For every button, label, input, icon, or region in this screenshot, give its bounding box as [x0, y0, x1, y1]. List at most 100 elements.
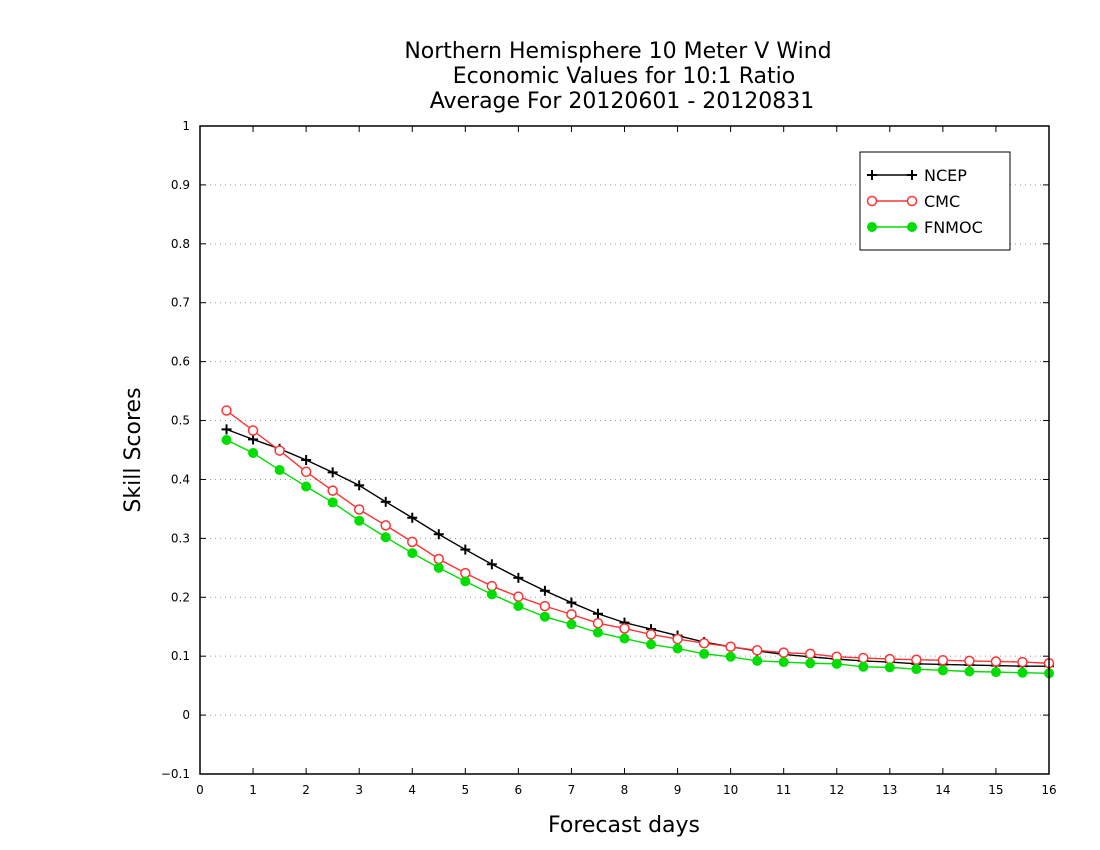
y-axis-label: Skill Scores — [121, 387, 146, 512]
series-ncep — [221, 424, 1054, 672]
data-point-cmc — [486, 580, 498, 592]
data-point-fnmoc — [699, 648, 710, 659]
data-point-ncep — [221, 424, 232, 435]
data-point-ncep — [539, 585, 550, 596]
data-point-cmc — [645, 629, 657, 640]
data-point-cmc — [566, 609, 577, 620]
data-point-cmc — [353, 504, 365, 515]
x-tick-label: 4 — [408, 783, 416, 797]
data-point-cmc — [513, 591, 524, 602]
data-point-fnmoc — [327, 497, 338, 508]
x-tick-label: 0 — [196, 783, 204, 797]
x-tick-label: 14 — [935, 783, 950, 797]
data-point-fnmoc — [354, 515, 365, 526]
data-point-cmc — [778, 647, 789, 658]
x-tick-label: 1 — [249, 783, 257, 797]
x-tick-label: 12 — [829, 783, 844, 797]
data-point-fnmoc — [646, 639, 657, 650]
x-tick-label: 11 — [776, 783, 791, 797]
data-point-cmc — [619, 623, 630, 634]
data-point-cmc — [725, 641, 736, 653]
data-point-fnmoc — [274, 465, 285, 476]
chart-title: Northern Hemisphere 10 Meter V Wind Econ… — [404, 39, 831, 114]
legend-label-cmc: CMC — [924, 192, 960, 211]
data-point-fnmoc — [911, 664, 922, 675]
legend-marker-start-fnmoc — [867, 222, 877, 232]
data-point-cmc — [698, 637, 710, 649]
y-tick-label: 0.6 — [171, 355, 190, 369]
series-line-fnmoc — [226, 439, 1050, 674]
y-tick-label: −0.1 — [161, 767, 190, 781]
data-point-fnmoc — [725, 651, 736, 662]
y-tick-label: 0.5 — [171, 414, 190, 428]
x-tick-label: 8 — [621, 783, 629, 797]
y-tick-label: 0.1 — [171, 649, 190, 663]
data-point-cmc — [380, 520, 391, 531]
data-point-fnmoc — [990, 667, 1001, 678]
legend-item-fnmoc: FNMOC — [867, 218, 983, 237]
y-tick-label: 0.2 — [171, 590, 190, 604]
axis-ticks: −0.100.10.20.30.40.50.60.70.80.910 1 2 3 4 5 6… — [161, 119, 1057, 797]
legend-marker-start-ncep — [867, 170, 877, 180]
x-tick-label: 6 — [515, 783, 523, 797]
legend-marker-start-cmc — [866, 195, 878, 207]
data-point-ncep — [248, 434, 259, 445]
data-point-fnmoc — [248, 447, 259, 458]
data-point-ncep — [327, 467, 338, 478]
data-point-cmc — [592, 617, 604, 629]
series-cmc — [221, 405, 1055, 669]
x-tick-label: 16 — [1041, 783, 1056, 797]
x-tick-label: 5 — [461, 783, 469, 797]
legend-box — [859, 151, 1011, 251]
data-point-fnmoc — [672, 643, 683, 654]
data-point-cmc — [672, 633, 683, 645]
data-point-ncep — [513, 572, 524, 583]
data-point-fnmoc — [539, 611, 550, 622]
series-layer — [221, 405, 1055, 679]
legend: NCEP CMC FNMOC — [859, 151, 1011, 251]
data-point-cmc — [937, 655, 949, 666]
data-point-fnmoc — [380, 532, 391, 543]
data-point-cmc — [460, 567, 471, 579]
data-point-cmc — [300, 466, 312, 478]
data-point-cmc — [433, 553, 445, 565]
x-tick-label: 15 — [988, 783, 1003, 797]
data-point-fnmoc — [566, 619, 577, 630]
data-point-cmc — [1017, 656, 1028, 668]
series-line-ncep — [226, 428, 1049, 667]
title-line-3: Average For 20120601 - 20120831 — [430, 89, 815, 114]
x-tick-label: 7 — [568, 783, 576, 797]
y-tick-label: 0.9 — [171, 178, 190, 192]
data-point-fnmoc — [1017, 667, 1028, 678]
x-axis-label: Forecast days — [548, 813, 700, 838]
legend-marker-end-cmc — [906, 195, 918, 207]
data-point-fnmoc — [301, 481, 312, 492]
data-point-ncep — [486, 559, 497, 570]
y-tick-label: 1 — [182, 119, 190, 133]
data-point-fnmoc — [221, 434, 232, 445]
data-point-cmc — [247, 425, 259, 436]
data-point-cmc — [327, 485, 338, 496]
data-point-fnmoc — [592, 627, 603, 638]
legend-label-fnmoc: FNMOC — [924, 218, 983, 237]
data-point-cmc — [539, 600, 551, 612]
y-tick-label: 0.4 — [171, 472, 190, 486]
data-point-fnmoc — [486, 589, 497, 600]
y-tick-label: 0.7 — [171, 296, 190, 310]
data-point-ncep — [433, 529, 444, 540]
legend-item-ncep: NCEP — [867, 166, 967, 185]
data-point-cmc — [274, 445, 285, 456]
data-point-ncep — [380, 496, 391, 507]
data-point-fnmoc — [937, 665, 948, 676]
data-point-ncep — [592, 608, 603, 619]
data-point-fnmoc — [884, 662, 895, 673]
x-tick-label: 10 — [723, 783, 738, 797]
y-tick-label: 0.3 — [171, 531, 190, 545]
x-tick-label: 2 — [302, 783, 310, 797]
data-point-ncep — [407, 512, 418, 523]
data-point-fnmoc — [460, 576, 471, 587]
data-point-cmc — [911, 654, 922, 665]
legend-marker-end-fnmoc — [907, 222, 917, 232]
legend-marker-end-ncep — [907, 170, 917, 180]
x-tick-label: 13 — [882, 783, 897, 797]
